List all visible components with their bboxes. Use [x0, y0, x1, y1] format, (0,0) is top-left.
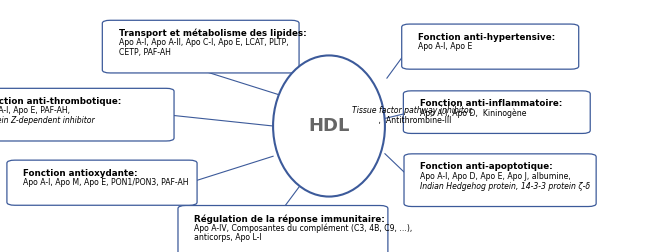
Text: Apo A-I, Apo M, Apo E, PON1/PON3, PAF-AH: Apo A-I, Apo M, Apo E, PON1/PON3, PAF-AH — [23, 178, 189, 187]
Text: Apo A-IV, Composantes du complément (C3, 4B, C9, ...),: Apo A-IV, Composantes du complément (C3,… — [195, 224, 413, 233]
Ellipse shape — [273, 55, 385, 197]
Text: Apo A-I, Apo E: Apo A-I, Apo E — [418, 42, 472, 51]
Text: Apo A-I, Apo D,  Kininogène: Apo A-I, Apo D, Kininogène — [420, 109, 526, 118]
Text: Fonction anti-apoptotique:: Fonction anti-apoptotique: — [420, 163, 553, 171]
Text: Indian Hedgehog protein, 14-3-3 protein ζ-δ: Indian Hedgehog protein, 14-3-3 protein … — [420, 181, 591, 191]
Text: CETP, PAF-AH: CETP, PAF-AH — [118, 48, 170, 57]
Text: Apo A-I, Apo A-II, Apo C-I, Apo E, LCAT, PLTP,: Apo A-I, Apo A-II, Apo C-I, Apo E, LCAT,… — [118, 39, 288, 47]
Text: Régulation de la réponse immunitaire:: Régulation de la réponse immunitaire: — [195, 214, 386, 224]
FancyBboxPatch shape — [401, 24, 579, 69]
FancyBboxPatch shape — [178, 206, 388, 252]
Text: HDL: HDL — [309, 117, 349, 135]
Text: Fonction antioxydante:: Fonction antioxydante: — [23, 169, 138, 178]
Text: Tissue factor pathway inhibitor,: Tissue factor pathway inhibitor, — [352, 106, 474, 115]
Text: Fonction anti-thrombotique:: Fonction anti-thrombotique: — [0, 97, 121, 106]
FancyBboxPatch shape — [7, 160, 197, 205]
FancyBboxPatch shape — [403, 91, 590, 134]
FancyBboxPatch shape — [404, 154, 596, 207]
Text: Apo A-I, Apo E, PAF-AH,: Apo A-I, Apo E, PAF-AH, — [0, 106, 72, 115]
FancyBboxPatch shape — [102, 20, 299, 73]
Text: protein Z-dependent inhibitor: protein Z-dependent inhibitor — [0, 116, 94, 125]
Text: anticorps, Apo L-I: anticorps, Apo L-I — [195, 233, 262, 242]
FancyBboxPatch shape — [0, 88, 174, 141]
Text: Fonction anti-inflammatoire:: Fonction anti-inflammatoire: — [420, 99, 562, 108]
Text: Apo A-I, Apo D, Apo E, Apo J, albumine,: Apo A-I, Apo D, Apo E, Apo J, albumine, — [420, 172, 571, 181]
Text: Fonction anti-hypertensive:: Fonction anti-hypertensive: — [418, 33, 555, 42]
Text: Transport et métabolisme des lipides:: Transport et métabolisme des lipides: — [118, 29, 307, 38]
Text: ,  Antithrombine-III: , Antithrombine-III — [376, 116, 451, 125]
